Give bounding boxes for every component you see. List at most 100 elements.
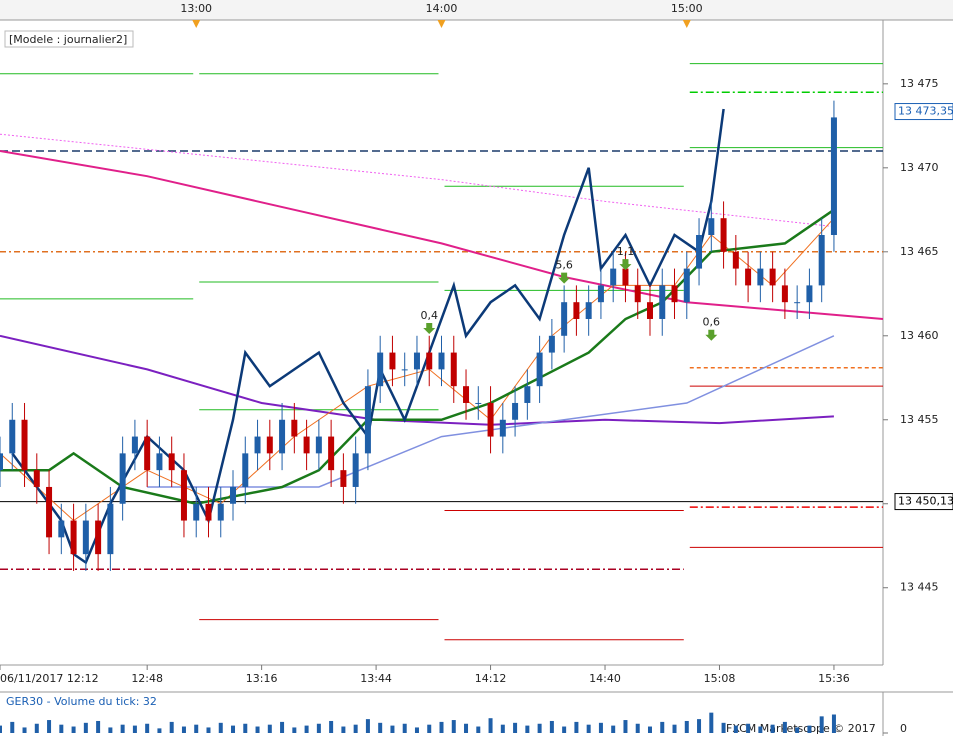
price-label-box xyxy=(894,493,953,511)
candle-body xyxy=(180,470,187,521)
candle-body xyxy=(254,436,261,454)
volume-bar xyxy=(71,726,76,733)
candle-body xyxy=(512,402,519,420)
volume-bar xyxy=(807,725,812,733)
y-tick-label: 13 470 xyxy=(900,161,939,174)
candle-body xyxy=(328,436,335,471)
signal-arrow xyxy=(558,272,571,284)
volume-bar xyxy=(304,725,309,733)
candle-body xyxy=(168,453,175,471)
candle-body xyxy=(646,302,653,319)
candle-body xyxy=(499,419,506,437)
volume-bar xyxy=(243,723,248,733)
volume-bar xyxy=(292,727,297,733)
top-tick-marker xyxy=(192,20,201,28)
volume-bar xyxy=(660,721,665,733)
volume-bar xyxy=(831,714,836,733)
volume-bar xyxy=(194,724,199,733)
candle-body xyxy=(377,352,384,387)
volume-bar xyxy=(365,719,370,733)
signal-arrow xyxy=(705,329,718,341)
volume-bar xyxy=(316,723,321,733)
candle-body xyxy=(708,218,715,235)
volume-bar xyxy=(623,720,628,733)
top-axis-bar xyxy=(0,0,953,20)
volume-bar xyxy=(96,720,101,733)
volume-bar xyxy=(611,725,616,733)
volume-bar xyxy=(598,722,603,733)
x-tick-label: 13:44 xyxy=(360,672,392,685)
volume-bar xyxy=(562,726,567,733)
candle-body xyxy=(622,268,629,286)
candle-body xyxy=(266,436,273,454)
candle-body xyxy=(818,235,825,286)
volume-bar xyxy=(231,725,236,733)
candle-body xyxy=(732,251,739,269)
volume-bar xyxy=(47,720,52,733)
top-tick-label: 15:00 xyxy=(671,2,703,15)
candle-body xyxy=(205,503,212,521)
candle-body xyxy=(438,352,445,370)
candle-body xyxy=(806,285,813,303)
candle-body xyxy=(463,386,470,403)
volume-bar xyxy=(402,723,407,733)
annotation-text: 5,6 xyxy=(555,259,573,272)
volume-bar xyxy=(795,727,800,733)
volume-bar xyxy=(108,727,113,733)
candle-body xyxy=(769,268,776,286)
volume-bar xyxy=(132,725,137,733)
volume-bar xyxy=(513,722,518,733)
candle-body xyxy=(352,453,359,487)
chart-title: [Modele : journalier2] xyxy=(9,33,127,46)
signal-arrow xyxy=(423,322,436,334)
candle-body xyxy=(291,419,298,437)
indicator-line xyxy=(0,133,834,228)
candle-body xyxy=(156,453,163,471)
candle-body xyxy=(573,302,580,319)
x-tick-label: 13:16 xyxy=(246,672,278,685)
price-label: 13 450,13 xyxy=(898,495,953,508)
candle-body xyxy=(230,486,237,504)
volume-bar xyxy=(537,723,542,733)
volume-tick-label: 0 xyxy=(900,722,907,735)
candle-body xyxy=(696,235,703,269)
volume-bar xyxy=(59,724,64,733)
volume-bar xyxy=(22,727,27,733)
candle-body xyxy=(830,117,837,235)
volume-bar xyxy=(329,720,334,733)
candle-body xyxy=(450,352,457,387)
candle-body xyxy=(683,268,690,303)
volume-bar xyxy=(746,723,751,733)
volume-bar xyxy=(218,722,223,733)
volume-bar xyxy=(672,724,677,733)
volume-bar xyxy=(378,722,383,733)
candle-body xyxy=(634,285,641,303)
volume-bar xyxy=(353,724,358,733)
candle-body xyxy=(82,520,89,555)
x-tick-label: 12:48 xyxy=(131,672,163,685)
x-tick-label: 15:36 xyxy=(818,672,850,685)
candle-body xyxy=(340,470,347,487)
indicator-line xyxy=(0,150,884,320)
footer: FXCM Marketscope © 2017 xyxy=(726,722,876,735)
volume-bar xyxy=(34,723,39,733)
volume-bar xyxy=(255,726,260,733)
candle-body xyxy=(279,419,286,454)
volume-bar xyxy=(83,722,88,733)
candle-body xyxy=(794,302,801,304)
volume-bar xyxy=(206,727,211,733)
volume-bar xyxy=(145,723,150,733)
volume-bar xyxy=(525,725,530,733)
volume-bar xyxy=(157,728,162,733)
candle-body xyxy=(9,419,16,454)
candle-body xyxy=(585,302,592,319)
volume-bar xyxy=(782,721,787,733)
volume-bar xyxy=(549,720,554,733)
volume-bar xyxy=(635,723,640,733)
candle-body xyxy=(536,352,543,387)
y-tick-label: 13 475 xyxy=(900,77,939,90)
volume-bar xyxy=(464,723,469,733)
candle-body xyxy=(413,352,420,370)
indicator-line xyxy=(11,108,725,565)
